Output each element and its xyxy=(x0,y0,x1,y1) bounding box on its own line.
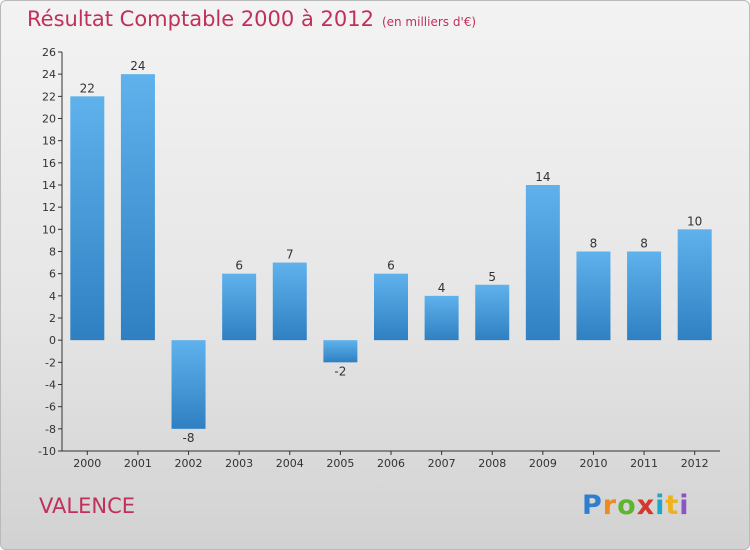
bar-2002 xyxy=(171,340,206,429)
y-tick-label: 8 xyxy=(49,246,56,259)
bars xyxy=(70,74,712,429)
bar-2011 xyxy=(627,251,662,341)
commune-name: VALENCE xyxy=(39,494,135,518)
bar-value-label: 24 xyxy=(130,59,145,73)
bar-value-label: 6 xyxy=(235,259,243,273)
y-tick-label: -8 xyxy=(45,423,56,436)
bar-value-label: 10 xyxy=(687,214,702,228)
y-tick-label: 6 xyxy=(49,268,56,281)
y-tick-label: 20 xyxy=(42,113,56,126)
chart-title-text: Résultat Comptable 2000 à 2012 xyxy=(27,7,374,31)
brand-logo-letter: r xyxy=(602,490,618,521)
bar-2001 xyxy=(120,74,155,341)
y-tick-label: -6 xyxy=(45,401,56,414)
bar-value-label: 4 xyxy=(438,281,446,295)
bar-2012 xyxy=(677,229,712,341)
y-tick-label: -4 xyxy=(45,379,56,392)
x-tick-label: 2000 xyxy=(73,457,101,470)
bar-value-label: 22 xyxy=(80,81,95,95)
y-tick-label: 0 xyxy=(49,334,56,347)
x-tick-label: 2002 xyxy=(175,457,203,470)
x-tick-label: 2008 xyxy=(478,457,506,470)
bar-value-label: -8 xyxy=(183,431,195,445)
x-tick-label: 2003 xyxy=(225,457,253,470)
y-tick-label: 12 xyxy=(42,201,56,214)
bar-value-label: 14 xyxy=(535,170,550,184)
bar-2003 xyxy=(222,273,257,341)
x-tick-label: 2012 xyxy=(681,457,709,470)
bar-value-label: -2 xyxy=(334,364,346,378)
x-tick-label: 2006 xyxy=(377,457,405,470)
y-tick-label: -10 xyxy=(38,445,56,458)
brand-logo: Proxiti xyxy=(582,490,690,521)
x-tick-label: 2009 xyxy=(529,457,557,470)
y-tick-label: 14 xyxy=(42,179,56,192)
y-tick-label: 18 xyxy=(42,135,56,148)
bar-2010 xyxy=(576,251,611,341)
brand-logo-letter: P xyxy=(582,490,603,521)
y-tick-label: -2 xyxy=(45,356,56,369)
brand-logo-letter: x xyxy=(636,490,656,521)
bar-value-label: 6 xyxy=(387,259,395,273)
y-tick-label: 16 xyxy=(42,157,56,170)
brand-logo-letter: o xyxy=(617,490,637,521)
x-tick-label: 2011 xyxy=(630,457,658,470)
y-tick-label: 24 xyxy=(42,68,56,81)
y-tick-label: 26 xyxy=(42,46,56,59)
bar-data-labels: 22 24 -8 6 7 -2 6 4 5 14 8 8 10 xyxy=(80,59,703,445)
bar-value-label: 5 xyxy=(488,270,496,284)
y-tick-label: 22 xyxy=(42,90,56,103)
x-tick-label: 2010 xyxy=(579,457,607,470)
x-tick-label: 2001 xyxy=(124,457,152,470)
brand-logo-letter: i xyxy=(655,490,666,521)
bar-2007 xyxy=(424,295,459,341)
x-tick-label: 2005 xyxy=(326,457,354,470)
y-tick-label: 4 xyxy=(49,290,56,303)
bar-2005 xyxy=(323,340,358,363)
bar-value-label: 8 xyxy=(590,237,598,251)
brand-logo-letter: t xyxy=(665,490,680,521)
bar-2008 xyxy=(475,284,510,341)
bar-2000 xyxy=(70,96,105,341)
bar-2006 xyxy=(374,273,408,341)
x-tick-label: 2007 xyxy=(428,457,456,470)
bar-2009 xyxy=(525,185,560,341)
bar-2004 xyxy=(272,262,307,341)
bar-value-label: 8 xyxy=(640,237,648,251)
y-tick-label: 2 xyxy=(49,312,56,325)
chart-subtitle: (en milliers d'€) xyxy=(381,15,477,29)
brand-logo-letter: i xyxy=(679,490,690,521)
y-tick-label: 10 xyxy=(42,223,56,236)
bar-value-label: 7 xyxy=(286,248,294,262)
chart-title: Résultat Comptable 2000 à 2012 (en millie… xyxy=(27,7,476,31)
x-tick-label: 2004 xyxy=(276,457,304,470)
x-axis-ticks: 2000 2001 2002 2003 2004 2005 2006 2007 2008 2009… xyxy=(73,451,709,470)
